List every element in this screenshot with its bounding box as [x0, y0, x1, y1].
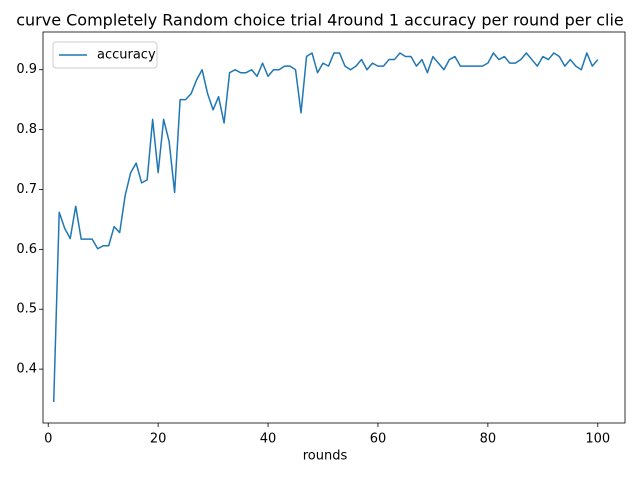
legend-box	[52, 41, 158, 69]
y-tick-label: 0.5	[16, 302, 37, 317]
x-tick-label: 40	[260, 432, 277, 447]
legend-label: accuracy	[97, 48, 156, 63]
chart-title: curve Completely Random choice trial 4ro…	[16, 11, 624, 30]
x-tick-label: 80	[480, 432, 497, 447]
plot-frame	[42, 31, 626, 424]
x-axis-label: rounds	[303, 449, 348, 464]
x-tick-label: 0	[44, 432, 52, 447]
y-tick-label: 0.6	[16, 242, 37, 257]
y-tick-label: 0.4	[16, 362, 37, 377]
data-line	[52, 52, 599, 403]
x-tick-label: 20	[150, 432, 167, 447]
x-tick-label: 60	[370, 432, 387, 447]
y-tick-label: 0.8	[16, 122, 37, 137]
x-tick-label: 100	[585, 432, 610, 447]
y-tick-label: 0.7	[16, 182, 37, 197]
y-tick-label: 0.9	[16, 62, 37, 77]
